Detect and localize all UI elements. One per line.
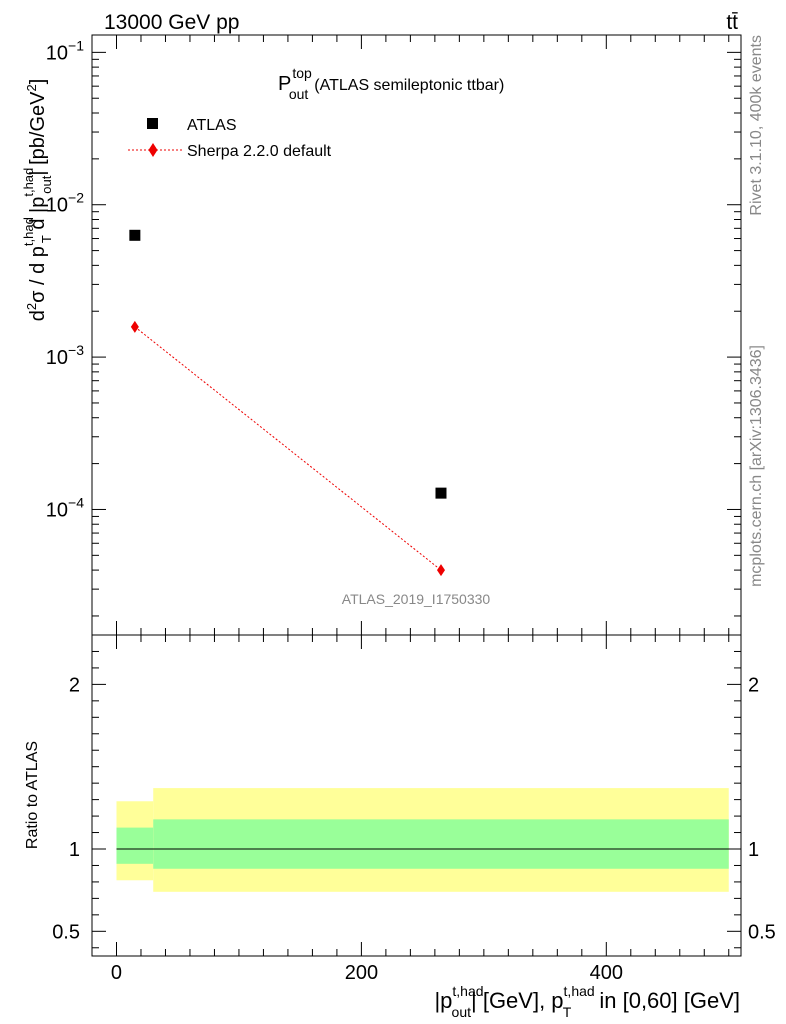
atlas-point: [129, 229, 141, 241]
main-y-axis-label: d2σ / d pt,had T d |pt,had out| [pb/GeV2]: [21, 79, 54, 322]
mcplots-label: mcplots.cern.ch [arXiv:1306.3436]: [748, 345, 765, 587]
x-tick-label: 400: [590, 962, 623, 984]
main-y-tick-label: 10−1: [46, 37, 84, 64]
ratio-band-inner: [116, 827, 154, 864]
main-y-tick-mantissa: 10: [46, 499, 68, 521]
ratio-y-tick-label-left: 2: [69, 674, 80, 696]
main-y-tick-mantissa: 10: [46, 347, 68, 369]
legend-marker-atlas: [147, 118, 158, 129]
main-panel: 10−110−210−310−4 Ptop out (ATLAS semilepto…: [21, 34, 742, 636]
ratio-y-tick-label-left: 0.5: [52, 921, 80, 943]
header-left: 13000 GeV pp: [104, 11, 239, 34]
chart-title: Ptop out (ATLAS semileptonic ttbar): [278, 65, 504, 102]
ratio-y-axis-label: Ratio to ATLAS: [24, 741, 41, 849]
ratio-panel: 0.5 0.5 1 1 2 2 0 200 400 Ratio to ATLAS |pt,ha…: [24, 634, 776, 1020]
x-axis-label: |pt,had out| [GeV], pt,had T in [0,60] [Ge…: [434, 983, 740, 1020]
ratio-frame: [91, 634, 742, 957]
atlas-point: [435, 487, 447, 499]
ratio-y-tick-label-right: 0.5: [748, 921, 776, 943]
ratio-y-tick-label-left: 1: [69, 839, 80, 861]
main-y-tick-exponent: −1: [68, 37, 84, 53]
main-y-tick-mantissa: 10: [46, 42, 68, 64]
ratio-y-tick-labels: 0.5 0.5 1 1 2 2: [52, 674, 776, 943]
chart-title-sub: out: [289, 86, 309, 102]
x-tick-labels: 0 200 400: [111, 962, 623, 984]
main-ticks: [91, 35, 741, 635]
legend-label-atlas: ATLAS: [187, 117, 237, 134]
x-tick-label: 200: [345, 962, 378, 984]
main-y-tick-label: 10−4: [46, 494, 84, 521]
main-y-tick-mantissa: 10: [46, 195, 68, 217]
ratio-y-tick-label-right: 1: [748, 839, 759, 861]
main-y-tick-exponent: −2: [68, 190, 84, 206]
legend: ATLAS Sherpa 2.2.0 default: [128, 117, 332, 160]
sherpa-point: [436, 564, 445, 577]
main-y-tick-labels: 10−110−210−310−4: [46, 37, 84, 521]
rivet-label: Rivet 3.1.10, 400k events: [748, 35, 765, 216]
main-y-tick-exponent: −4: [68, 494, 84, 510]
sherpa-point: [130, 320, 139, 333]
x-tick-label: 0: [111, 962, 122, 984]
chart-title-main: P: [278, 73, 291, 95]
ratio-ticks: [91, 634, 741, 956]
header-right: tt̄: [726, 11, 738, 34]
legend-label-sherpa: Sherpa 2.2.0 default: [187, 143, 332, 160]
main-y-tick-label: 10−2: [46, 190, 84, 217]
analysis-watermark: ATLAS_2019_I1750330: [342, 591, 491, 607]
ratio-band-inner: [153, 819, 729, 869]
sherpa-line: [134, 326, 442, 571]
main-y-tick-label: 10−3: [46, 342, 84, 369]
main-y-tick-exponent: −3: [68, 342, 84, 358]
chart-title-rest: (ATLAS semileptonic ttbar): [314, 77, 504, 94]
ratio-y-tick-label-right: 2: [748, 674, 759, 696]
legend-marker-sherpa: [148, 143, 158, 157]
chart-title-sup: top: [292, 65, 312, 81]
